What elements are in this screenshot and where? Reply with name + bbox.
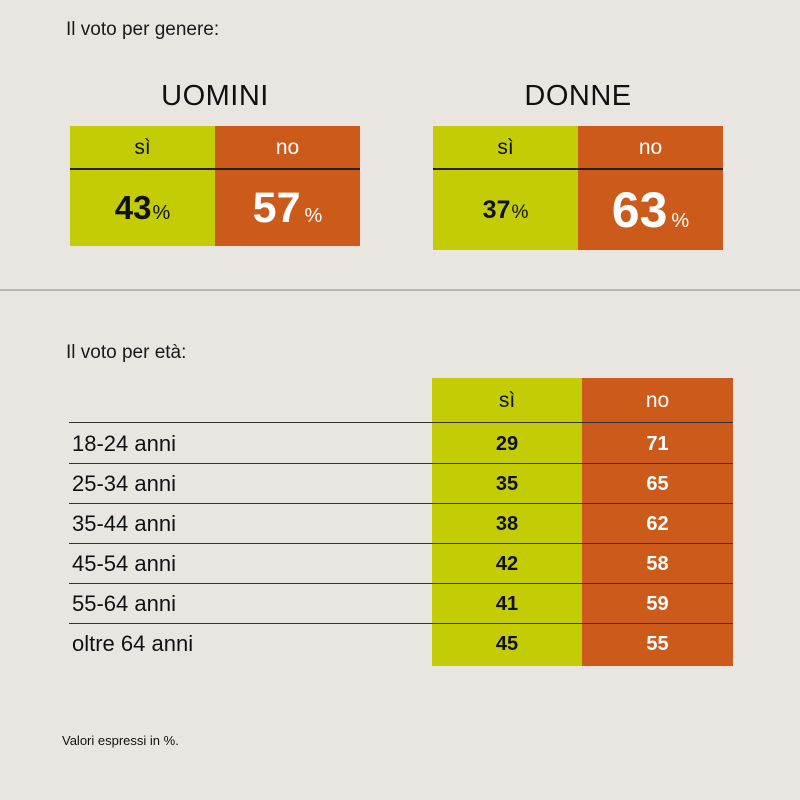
no-header-uomini: no (215, 126, 360, 169)
header-divider (70, 168, 360, 170)
age-col-header-no: no (645, 389, 670, 412)
age-yes-value: 38 (495, 512, 519, 535)
age-col-header-yes: sì (498, 389, 516, 412)
age-no-value: 62 (646, 512, 669, 535)
age-no-value: 59 (646, 592, 669, 615)
row-divider (69, 583, 733, 585)
row-divider (69, 503, 733, 505)
age-yes-value: 29 (495, 432, 519, 455)
percent-sign: % (152, 202, 171, 224)
no-number: 57 (252, 183, 301, 232)
age-row-label: 18-24 anni (72, 431, 176, 456)
footnote: Valori espressi in %. (62, 733, 179, 748)
age-row-label: 35-44 anni (72, 511, 176, 536)
age-section-title: Il voto per età: (66, 342, 187, 363)
yes-value-donne: 37% (483, 196, 529, 225)
gender-section-title: Il voto per genere: (66, 19, 220, 40)
group-title-uomini: UOMINI (161, 80, 269, 112)
percent-sign: % (671, 210, 690, 232)
percent-sign: % (304, 204, 323, 227)
yes-header-donne: sì (433, 126, 578, 169)
no-header-donne: no (578, 126, 723, 169)
yes-header-uomini: sì (70, 126, 215, 169)
header-divider (433, 168, 723, 170)
section-divider (0, 289, 800, 291)
yes-cell-uomini: 43% (70, 170, 215, 246)
no-value-donne: 63% (612, 181, 689, 239)
age-no-value: 65 (646, 472, 669, 495)
age-yes-value: 42 (495, 552, 519, 575)
gender-table-donne: sì no 37% 63% (433, 126, 723, 250)
row-divider (69, 463, 733, 465)
no-cell-donne: 63% (578, 170, 723, 250)
group-title-donne: DONNE (524, 80, 632, 112)
age-row-label: 25-34 anni (72, 471, 176, 496)
no-value-uomini: 57% (253, 184, 323, 233)
age-yes-value: 41 (495, 592, 519, 615)
percent-sign: % (511, 201, 529, 223)
age-no-value: 58 (646, 552, 669, 575)
yes-number: 43 (114, 189, 152, 226)
row-divider (69, 422, 733, 424)
age-yes-value: 35 (495, 472, 519, 495)
age-no-value: 55 (646, 632, 669, 655)
age-row-label: oltre 64 anni (72, 631, 194, 656)
yes-value-uomini: 43% (115, 189, 171, 227)
gender-table-uomini: sì no 43% 57% (70, 126, 360, 246)
age-row-label: 45-54 anni (72, 551, 176, 576)
no-cell-uomini: 57% (215, 170, 360, 246)
row-divider (69, 543, 733, 545)
age-yes-value: 45 (495, 632, 519, 655)
age-row-label: 55-64 anni (72, 591, 176, 616)
yes-number: 37 (482, 195, 511, 224)
age-no-value: 71 (646, 432, 669, 455)
yes-cell-donne: 37% (433, 170, 578, 250)
yes-column-bg (432, 378, 582, 666)
no-column-bg (582, 378, 733, 666)
no-number: 63 (611, 182, 668, 238)
row-divider (69, 623, 733, 625)
